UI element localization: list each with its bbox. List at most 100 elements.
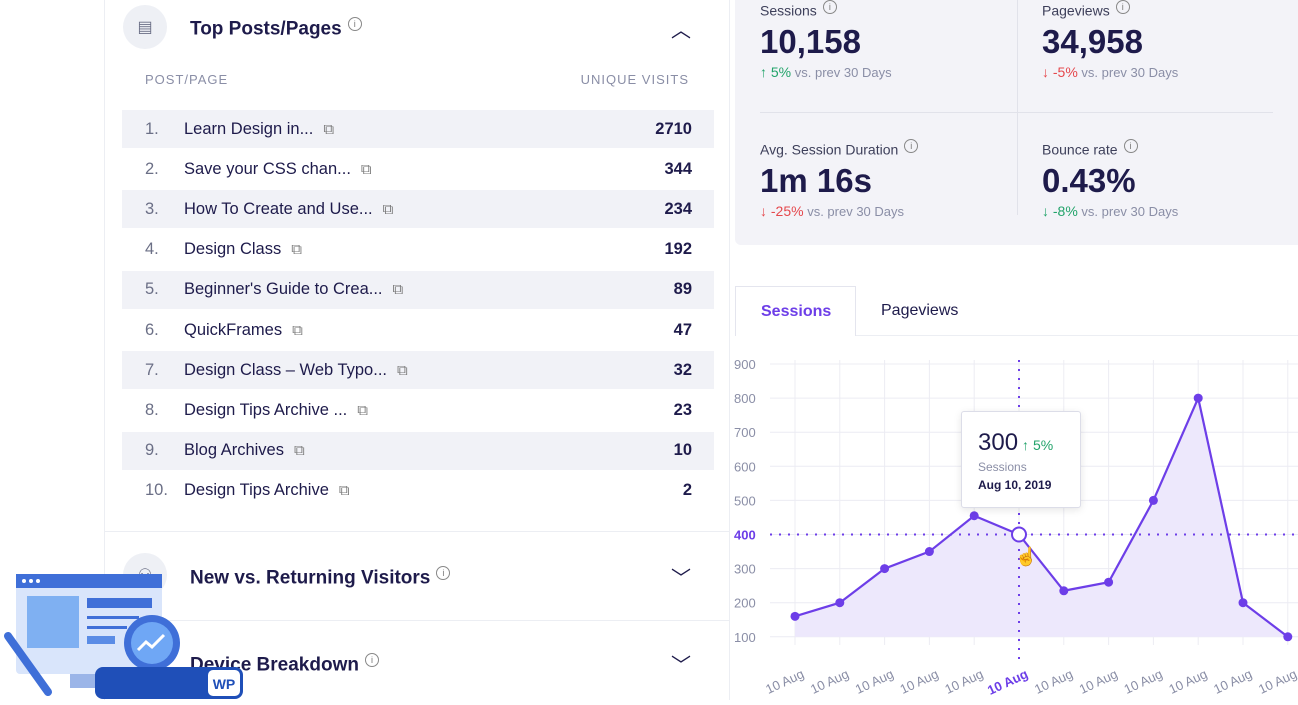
data-point (1238, 598, 1248, 608)
chevron-up-icon[interactable]: ︿ (671, 20, 691, 42)
external-link-icon[interactable]: ⧉ (397, 361, 408, 379)
row-visits: 47 (673, 320, 692, 339)
data-point (1148, 495, 1158, 505)
stat-delta: ↑ 5% (760, 63, 792, 80)
x-tick-label: 10 Aug (985, 666, 1030, 698)
row-title[interactable]: Design Class (184, 240, 282, 259)
stat-card: Pageviews i 34,958 ↓ -5% vs. prev 30 Days (1042, 0, 1178, 80)
external-link-icon[interactable]: ⧉ (323, 120, 335, 138)
row-rank: 1. (145, 119, 159, 138)
row-visits: 10 (673, 441, 692, 460)
external-link-icon[interactable]: ⧉ (382, 200, 394, 218)
stat-note: vs. prev 30 Days (794, 64, 892, 80)
chevron-down-icon[interactable]: ﹀ (671, 655, 691, 677)
table-row[interactable]: 3. How To Create and Use... ⧉ 234 (122, 190, 714, 229)
tab-sessions[interactable]: Sessions (735, 286, 856, 336)
row-visits: 32 (673, 360, 692, 379)
row-title[interactable]: Learn Design in... (184, 119, 314, 138)
data-point (1059, 586, 1069, 596)
tooltip-pct: ↑ 5% (1022, 437, 1054, 453)
row-title[interactable]: Beginner's Guide to Crea... (184, 280, 383, 299)
row-title[interactable]: How To Create and Use... (184, 199, 373, 218)
info-icon[interactable]: i (436, 566, 451, 580)
row-rank: 2. (145, 159, 159, 178)
info-icon[interactable]: i (904, 139, 919, 153)
row-rank: 3. (145, 199, 159, 218)
divider (105, 620, 730, 621)
row-title[interactable]: Design Tips Archive (184, 481, 329, 500)
stat-value: 0.43% (1042, 161, 1136, 199)
data-point (835, 598, 845, 608)
y-tick-label: 200 (734, 596, 756, 611)
x-tick-label: 10 Aug (1032, 666, 1075, 697)
row-visits: 344 (664, 159, 692, 178)
external-link-icon[interactable]: ⧉ (291, 241, 302, 259)
x-tick-label: 10 Aug (1166, 666, 1209, 697)
tooltip-label: Sessions (978, 460, 1027, 474)
stat-label: Bounce rate (1042, 141, 1118, 158)
data-point (1104, 577, 1114, 587)
external-link-icon[interactable]: ⧉ (357, 401, 368, 419)
stat-value: 1m 16s (760, 161, 872, 199)
title-text: New vs. Returning Visitors (190, 567, 431, 589)
info-icon[interactable]: i (1115, 0, 1130, 14)
info-icon[interactable]: i (822, 0, 837, 14)
external-link-icon[interactable]: ⧉ (392, 281, 404, 299)
external-link-icon[interactable]: ⧉ (338, 482, 350, 500)
table-row[interactable]: 4. Design Class ⧉ 192 (122, 231, 714, 269)
stat-card: Sessions i 10,158 ↑ 5% vs. prev 30 Days (760, 0, 892, 80)
new-returning-title[interactable]: New vs. Returning Visitors i (190, 566, 451, 589)
row-title[interactable]: Design Tips Archive ... (184, 400, 348, 419)
row-rank: 10. (145, 481, 168, 500)
x-tick-label: 10 Aug (808, 666, 851, 697)
row-title[interactable]: Design Class – Web Typo... (184, 360, 387, 379)
chart-tooltip: 300 ↑ 5% Sessions Aug 10, 2019 (961, 411, 1081, 508)
row-rank: 6. (145, 320, 159, 339)
external-link-icon[interactable]: ⧉ (360, 160, 372, 178)
tab-pageviews[interactable]: Pageviews (881, 302, 959, 319)
stat-label: Pageviews (1042, 2, 1110, 19)
tooltip-value: 300 (978, 429, 1019, 456)
external-link-icon[interactable]: ⧉ (292, 321, 303, 339)
logo-illustration: WP (4, 574, 243, 699)
info-icon[interactable]: i (347, 17, 362, 31)
delta-text: -5% (1052, 63, 1078, 80)
row-rank: 7. (145, 360, 159, 379)
title-text: Top Posts/Pages (190, 18, 342, 40)
stat-label: Avg. Session Duration (760, 141, 899, 158)
table-row[interactable]: 6. QuickFrames ⧉ 47 (122, 311, 714, 349)
table-row[interactable]: 1. Learn Design in... ⧉ 2710 (122, 110, 714, 148)
x-tick-label: 10 Aug (1077, 666, 1120, 697)
y-tick-label: 600 (734, 459, 756, 474)
x-tick-label: 10 Aug (1256, 666, 1298, 697)
area-fill (795, 398, 1288, 637)
table-row[interactable]: 9. Blog Archives ⧉ 10 (122, 431, 714, 470)
x-tick-label: 10 Aug (853, 666, 896, 697)
y-tick-label: 400 (734, 528, 756, 543)
data-point (880, 564, 890, 574)
chevron-down-icon[interactable]: ﹀ (671, 568, 691, 590)
y-tick-label: 700 (734, 425, 756, 440)
stat-label: Sessions (760, 2, 817, 19)
col-post: POST/PAGE (145, 72, 229, 87)
table-row[interactable]: 8. Design Tips Archive ... ⧉ 23 (122, 391, 714, 429)
divider (1017, 0, 1018, 215)
info-icon[interactable]: i (364, 653, 379, 667)
table-row[interactable]: 5. Beginner's Guide to Crea... ⧉ 89 (122, 270, 714, 309)
row-visits: 23 (673, 400, 692, 419)
external-link-icon[interactable]: ⧉ (293, 442, 305, 460)
row-visits: 89 (673, 280, 692, 299)
table-row[interactable]: 2. Save your CSS chan... ⧉ 344 (122, 150, 714, 188)
table-row[interactable]: 10. Design Tips Archive ⧉ 2 (122, 472, 714, 510)
info-icon[interactable]: i (1123, 139, 1138, 153)
row-rank: 8. (145, 400, 159, 419)
x-tick-label: 10 Aug (1122, 666, 1165, 697)
row-title[interactable]: Save your CSS chan... (184, 159, 351, 178)
divider (105, 531, 730, 532)
document-icon: ▤ (123, 5, 167, 49)
row-title[interactable]: Blog Archives (184, 441, 284, 460)
row-visits: 2710 (655, 119, 692, 138)
row-title[interactable]: QuickFrames (184, 320, 283, 339)
table-row[interactable]: 7. Design Class – Web Typo... ⧉ 32 (122, 351, 714, 390)
row-visits: 192 (664, 240, 692, 259)
